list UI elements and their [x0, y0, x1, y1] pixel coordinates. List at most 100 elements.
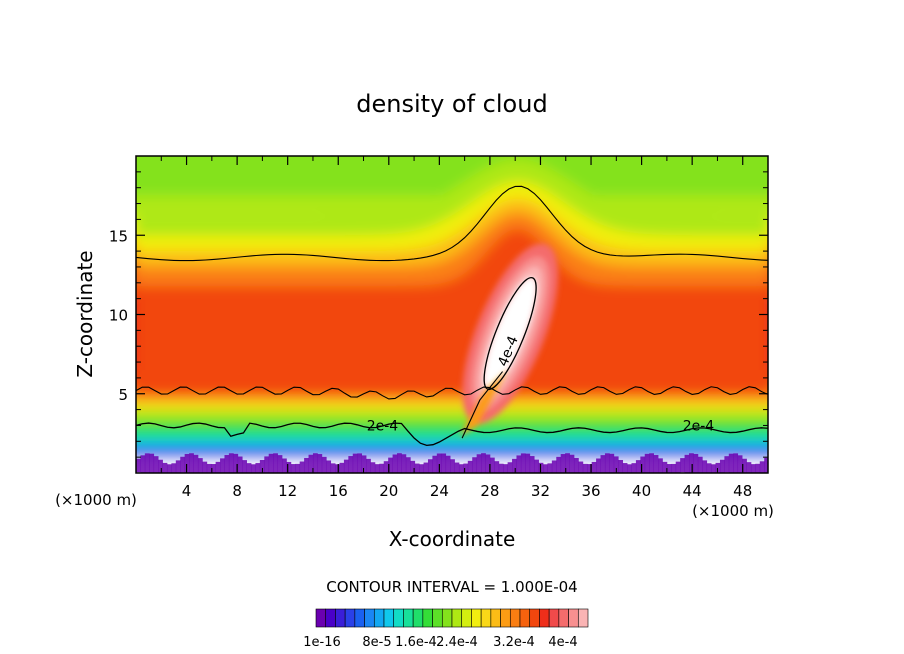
colorbar-swatch [558, 608, 569, 628]
fringe-mark [268, 453, 274, 473]
x-tick-label: 32 [531, 482, 550, 500]
fringe-mark [733, 453, 739, 473]
fringe-mark [467, 460, 473, 473]
fringe-mark [596, 458, 601, 473]
y-tick-label: 5 [118, 386, 128, 404]
fringe-mark [259, 459, 265, 473]
fringe-mark [609, 453, 615, 473]
fringe-mark [631, 463, 637, 473]
colorbar-swatch [354, 608, 365, 628]
x-tick-label: 28 [480, 482, 499, 500]
fringe-mark [666, 464, 672, 473]
field-band [136, 441, 768, 451]
fringe-mark [432, 455, 438, 473]
fringe-mark [711, 464, 716, 473]
fringe-mark [370, 462, 376, 473]
fringe-mark [658, 458, 663, 473]
fringe-mark [366, 458, 371, 473]
field-band [136, 431, 768, 442]
colorbar-tick-label: 1.6e-4 [395, 635, 437, 650]
colorbar-swatch [325, 608, 336, 628]
fringe-mark [335, 464, 340, 473]
core-layer [484, 277, 537, 390]
fringe-mark [211, 464, 217, 473]
fringe-mark [423, 462, 429, 473]
fringe-mark [246, 463, 252, 473]
colorbar-swatch [315, 608, 327, 628]
fringe-mark [445, 455, 451, 473]
colorbar-swatch [373, 608, 385, 628]
contour-2e-4 [136, 422, 768, 447]
contour-upper [136, 185, 768, 262]
colorbar-swatch [529, 608, 540, 628]
fringe-mark [273, 453, 278, 473]
fringe-mark [746, 462, 752, 473]
colorbar-tick-label: 8e-5 [362, 635, 391, 650]
fringe-mark [153, 456, 159, 473]
contour-4e-4 [483, 276, 537, 391]
x-tick-label: 24 [430, 482, 449, 500]
fringe-mark [755, 463, 761, 473]
colorbar-swatch [548, 608, 560, 628]
fringe-mark [410, 460, 416, 473]
fringe-mark [166, 464, 172, 473]
fringe-mark [525, 453, 531, 473]
colorbar-swatch [451, 608, 463, 628]
fringe-mark [136, 458, 141, 473]
x-tick-label: 48 [733, 482, 752, 500]
fringe-mark [379, 463, 385, 473]
fringe-mark [600, 455, 606, 473]
fringe-mark [175, 460, 181, 473]
fringe-mark [184, 453, 190, 473]
fringe-mark [498, 463, 504, 473]
fringe-mark [237, 456, 243, 473]
fringe-mark [441, 453, 447, 473]
colorbar-swatch [412, 608, 424, 628]
colorbar-swatch [441, 608, 453, 628]
fringe-mark [653, 455, 659, 473]
fringe-mark [684, 454, 690, 473]
fringe-mark [622, 463, 628, 473]
fringe-mark [312, 453, 318, 473]
contour-mid [136, 386, 768, 400]
x-unit-label-left: (×1000 m) [55, 491, 137, 509]
fringe-mark [140, 455, 146, 473]
fringe-mark [476, 454, 482, 473]
x-tick-label: 36 [581, 482, 600, 500]
fringe-mark [277, 455, 283, 473]
fringe-mark [299, 461, 305, 473]
chart-title: density of cloud [356, 90, 547, 118]
fringe-mark [680, 458, 685, 473]
fringe-mark [242, 460, 247, 473]
fringe-mark [702, 460, 708, 473]
fringe-mark [321, 456, 327, 473]
fringe-mark [560, 454, 566, 473]
fringe-mark [719, 459, 725, 473]
fringe-mark [737, 455, 743, 473]
contour-label: 2e-4 [367, 418, 399, 434]
fringe-mark [454, 462, 460, 473]
fringe-mark [764, 457, 768, 473]
fringe-mark [635, 460, 641, 473]
colorbar-swatch [577, 608, 589, 628]
fringe-mark [281, 458, 287, 473]
y-axis-label: Z-coordinate [73, 250, 97, 377]
fringe-mark [224, 455, 230, 473]
fringe-mark [693, 453, 699, 473]
fringe-mark [463, 463, 469, 473]
fringe-mark [361, 455, 367, 473]
x-tick-label: 44 [683, 482, 702, 500]
colorbar-swatch [519, 608, 531, 628]
colorbar-tick-label: 4e-4 [548, 635, 577, 650]
fringe-mark [551, 460, 557, 473]
fringe-mark [397, 453, 402, 473]
colorbar-swatch [539, 608, 550, 628]
fringe-mark [290, 464, 296, 473]
y-tick-label: 10 [109, 307, 128, 325]
x-tick-label: 8 [232, 482, 242, 500]
fringe-mark [405, 457, 411, 473]
plot-area: 2e-4 2e-44e-4 [136, 156, 768, 473]
fringe-mark [494, 461, 500, 473]
fringe-mark [728, 453, 734, 473]
fringe-mark [587, 464, 593, 473]
